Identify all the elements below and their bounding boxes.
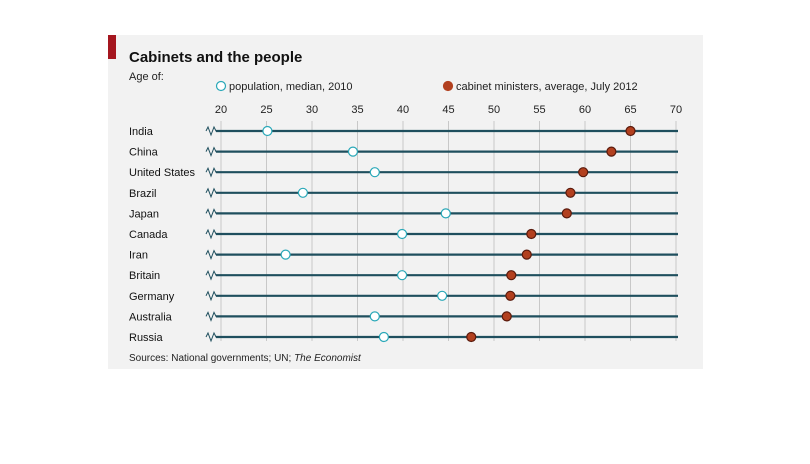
axis-break-icon <box>205 166 221 178</box>
point-population <box>437 290 448 301</box>
axis-break-icon <box>205 208 221 219</box>
x-tick-label: 45 <box>442 104 454 116</box>
source-note: Sources: National governments; UN; The E… <box>129 353 362 364</box>
axis-break-icon <box>205 187 221 199</box>
point-cabinet <box>466 331 477 343</box>
legend-marker-cabinet <box>442 80 454 92</box>
source-prefix: Sources: National governments; UN; <box>129 353 294 364</box>
x-tick-label: 65 <box>624 104 636 116</box>
country-label: China <box>129 147 159 159</box>
point-cabinet <box>526 228 537 240</box>
x-axis-ticks: 20 25 30 35 40 45 50 55 60 65 70 <box>215 104 682 116</box>
accent-bar <box>108 35 116 59</box>
chart-subtitle: Age of: <box>129 71 164 83</box>
point-population <box>369 167 380 178</box>
point-cabinet <box>501 311 512 322</box>
chart-card: Cabinets and the people Age of: populati… <box>108 35 703 369</box>
country-label: Canada <box>129 229 168 241</box>
country-label: United States <box>129 167 196 179</box>
x-tick-label: 50 <box>488 104 500 116</box>
legend-label-cabinet: cabinet ministers, average, July 2012 <box>456 81 638 93</box>
point-population <box>440 208 451 219</box>
point-population <box>378 331 389 343</box>
country-label: Germany <box>129 291 175 303</box>
legend-marker-population <box>215 80 227 92</box>
axis-break-icon <box>205 311 221 322</box>
country-label: Japan <box>129 208 159 220</box>
country-label: Britain <box>129 270 160 282</box>
point-population <box>396 270 408 281</box>
axis-break-icon <box>205 228 221 240</box>
chart-title: Cabinets and the people <box>129 49 302 66</box>
x-tick-label: 60 <box>579 104 591 116</box>
axis-break-icon <box>205 249 221 261</box>
point-cabinet <box>505 290 516 301</box>
point-cabinet <box>578 167 589 178</box>
country-label: India <box>129 126 154 138</box>
x-tick-label: 25 <box>260 104 272 116</box>
axis-break-icon <box>205 146 221 158</box>
axis-break-icon <box>205 269 221 281</box>
point-cabinet <box>506 270 517 281</box>
x-tick-label: 20 <box>215 104 227 116</box>
point-cabinet <box>565 187 576 198</box>
country-label: Iran <box>129 250 148 262</box>
point-cabinet <box>521 249 532 260</box>
legend: population, median, 2010 cabinet ministe… <box>215 80 638 93</box>
data-points <box>262 125 636 343</box>
country-label: Russia <box>129 332 164 344</box>
point-population <box>396 228 408 240</box>
x-tick-label: 35 <box>351 104 363 116</box>
point-population <box>262 125 273 137</box>
x-tick-label: 55 <box>533 104 545 116</box>
x-tick-label: 40 <box>397 104 409 116</box>
source-italic: The Economist <box>294 353 362 364</box>
cabinet-age-chart: Cabinets and the people Age of: populati… <box>108 35 682 364</box>
point-population <box>347 146 359 157</box>
axis-break-icon <box>205 125 221 137</box>
country-label: Brazil <box>129 188 157 200</box>
x-tick-label: 30 <box>306 104 318 116</box>
point-population <box>280 249 291 260</box>
point-cabinet <box>561 208 572 219</box>
country-label: Australia <box>129 311 173 323</box>
point-population <box>297 187 308 198</box>
point-population <box>369 311 380 322</box>
point-cabinet <box>606 146 617 157</box>
country-rows: India China United States Brazil Japan Canada… <box>129 125 678 344</box>
axis-break-icon <box>205 290 221 302</box>
point-cabinet <box>625 125 636 137</box>
legend-label-population: population, median, 2010 <box>229 81 353 93</box>
x-tick-label: 70 <box>670 104 682 116</box>
axis-break-icon <box>205 331 221 343</box>
